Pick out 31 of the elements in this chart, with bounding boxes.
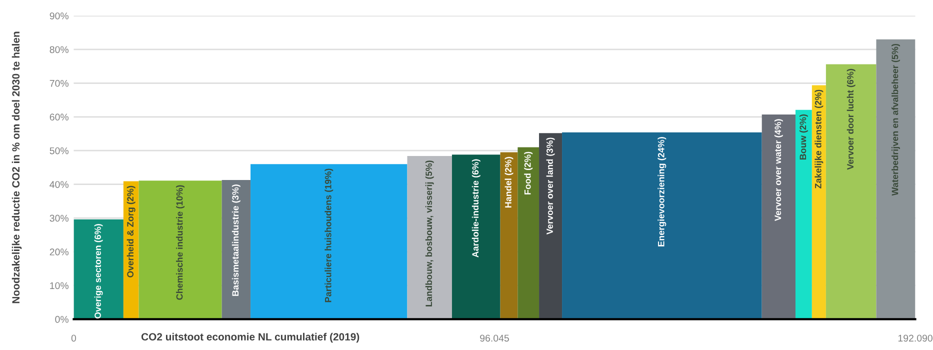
annotation: Particuliere huishoudens (19%) bbox=[324, 168, 334, 302]
y-tick-label: 90% bbox=[50, 12, 68, 20]
annotation: Handel (2%) bbox=[504, 156, 514, 208]
x-tick-label: 192.090 bbox=[898, 334, 932, 342]
y-tick-label: 80% bbox=[50, 46, 68, 54]
y-tick-label: 10% bbox=[50, 282, 68, 290]
annotation: Overheid & Zorg (2%) bbox=[126, 186, 136, 278]
y-tick-label: 20% bbox=[50, 248, 68, 256]
annotation: Zakelijke diensten (2%) bbox=[814, 90, 824, 188]
x-tick-label: 96.045 bbox=[480, 334, 509, 342]
annotation: Food (2%) bbox=[524, 152, 533, 194]
annotation: Vervoer door lucht (6%) bbox=[846, 68, 856, 170]
y-tick-label: 40% bbox=[50, 181, 68, 188]
annotation: Bouw (2%) bbox=[800, 114, 808, 160]
annotation: Waterbedrijven en afvalbeheer (5%) bbox=[892, 44, 900, 196]
annotation: Aardolie-industrie (6%) bbox=[472, 159, 480, 258]
y-axis-title: Noodzakelijke reductie CO2 in % om doel 2030 te halen bbox=[12, 32, 22, 304]
annotation: Landbouw, bosbouw, visserij (5%) bbox=[425, 160, 434, 306]
annotation: Overige sectoren (6%) bbox=[94, 224, 103, 319]
x-tick-label: 0 bbox=[71, 334, 76, 342]
annotation: Chemische industrie (10%) bbox=[176, 185, 184, 300]
y-tick-label: 50% bbox=[50, 147, 68, 154]
annotation: Basismetaalindustrie (3%) bbox=[232, 184, 240, 296]
x-axis-title: CO2 uitstoot economie NL cumulatief (2019) bbox=[141, 332, 360, 343]
annotation: Vervoer over land (3%) bbox=[546, 138, 555, 235]
y-tick-label: 60% bbox=[50, 114, 68, 121]
annotation: Energievoorziening (24%) bbox=[658, 137, 666, 246]
y-tick-label: 0% bbox=[55, 316, 68, 323]
y-tick-label: 30% bbox=[50, 214, 68, 222]
y-tick-label: 70% bbox=[50, 80, 68, 87]
annotation: Vervoer over water (4%) bbox=[774, 119, 783, 222]
